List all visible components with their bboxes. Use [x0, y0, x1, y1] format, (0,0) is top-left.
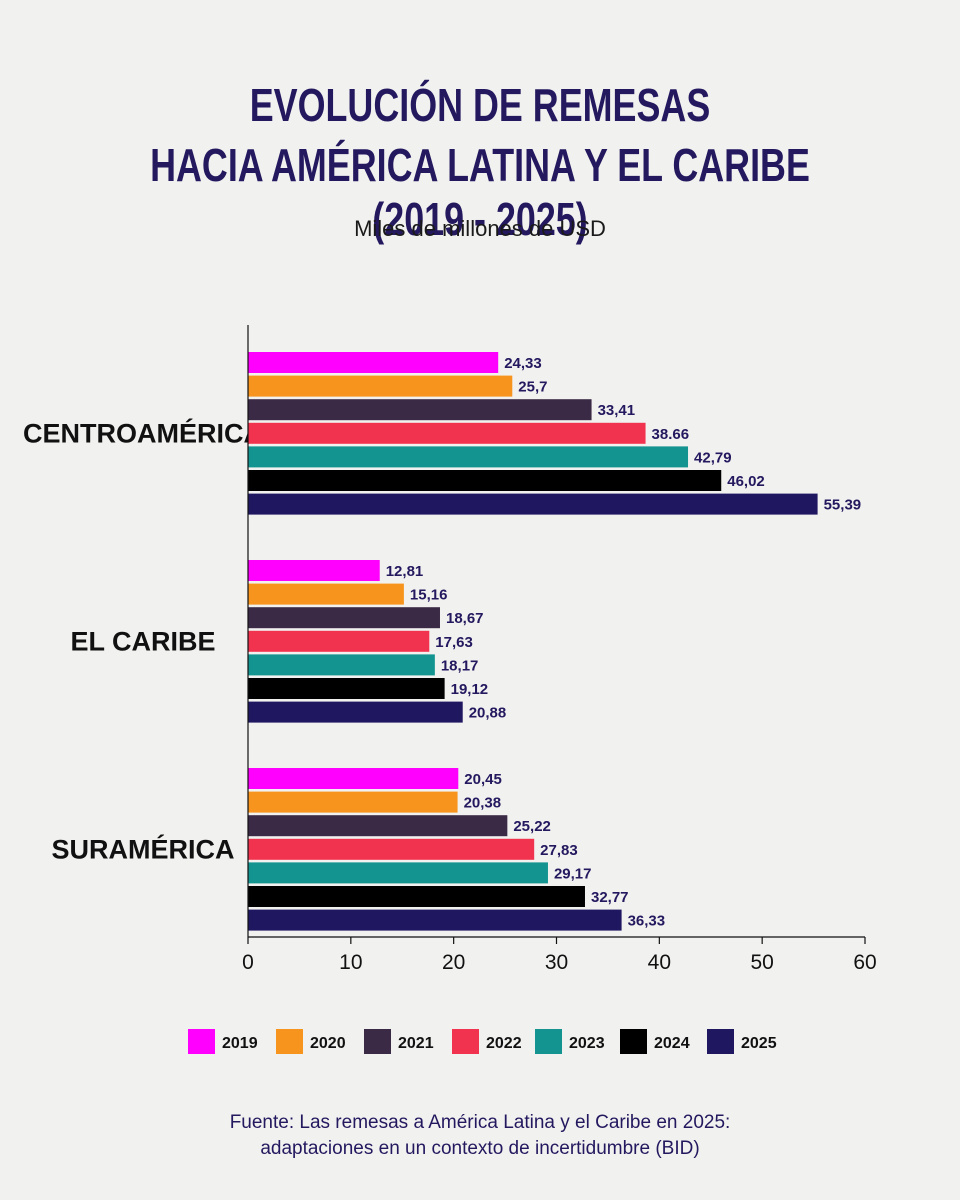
bar	[248, 583, 404, 605]
data-label: 25,22	[513, 818, 551, 835]
data-label: 33,41	[598, 402, 636, 419]
chart-subtitle: Miles de millones de USD	[354, 216, 606, 241]
bar	[248, 654, 435, 676]
data-label: 20,38	[464, 795, 502, 812]
chart-title-line-1: EVOLUCIÓN DE REMESAS	[249, 79, 711, 131]
x-tick-label: 30	[545, 951, 568, 974]
data-label: 36,33	[628, 913, 666, 930]
axes: 0 10 20 30 40 50 60	[242, 325, 877, 974]
x-tick-label: 10	[339, 951, 362, 974]
data-label: 55,39	[824, 497, 862, 514]
category-label: EL CARIBE	[70, 626, 215, 656]
bar-chart: CENTROAMÉRICA EL CARIBE SURAMÉRICA 24,33 25…	[23, 325, 877, 1054]
bar	[248, 701, 463, 723]
source-note: Fuente: Las remesas a América Latina y e…	[0, 1110, 960, 1162]
bar	[248, 791, 458, 813]
data-label: 42,79	[694, 449, 732, 466]
bar	[248, 630, 430, 652]
legend: 2019 2020 2021 2022 2023 2024 2025	[188, 1029, 777, 1054]
legend-label: 2019	[222, 1035, 258, 1052]
data-label: 20,45	[464, 771, 502, 788]
x-tick-label: 60	[853, 951, 876, 974]
data-label: 18,67	[446, 610, 484, 627]
legend-swatch	[620, 1029, 647, 1054]
x-tick-label: 40	[648, 951, 671, 974]
bar	[248, 493, 818, 515]
bar	[248, 375, 513, 397]
data-label: 20,88	[469, 705, 507, 722]
legend-label: 2023	[569, 1035, 605, 1052]
x-tick-label: 20	[442, 951, 465, 974]
bar	[248, 446, 689, 468]
legend-label: 2025	[741, 1035, 777, 1052]
legend-swatch	[276, 1029, 303, 1054]
data-label: 17,63	[435, 634, 473, 651]
bar	[248, 909, 622, 931]
bar	[248, 399, 592, 421]
bar	[248, 768, 459, 789]
data-label: 32,77	[591, 889, 629, 906]
legend-swatch	[452, 1029, 479, 1054]
bar	[248, 607, 440, 629]
data-label: 24,33	[504, 355, 542, 372]
legend-label: 2021	[398, 1035, 434, 1052]
legend-label: 2022	[486, 1035, 522, 1052]
bar	[248, 838, 535, 860]
bar	[248, 470, 722, 491]
source-line-2: adaptaciones en un contexto de incertidu…	[260, 1138, 700, 1159]
data-label: 19,12	[451, 681, 489, 698]
x-tick-label: 50	[750, 951, 773, 974]
category-labels: CENTROAMÉRICA EL CARIBE SURAMÉRICA	[23, 417, 263, 864]
category-label: SURAMÉRICA	[51, 833, 234, 864]
bar	[248, 352, 499, 373]
data-label: 27,83	[540, 842, 578, 859]
bar	[248, 815, 508, 837]
data-label: 38.66	[652, 426, 690, 443]
chart-title-line-2: HACIA AMÉRICA LATINA Y EL CARIBE (2019 -…	[150, 139, 810, 245]
bar	[248, 886, 585, 907]
data-label: 29,17	[554, 865, 592, 882]
legend-label: 2020	[310, 1035, 346, 1052]
data-label: 12,81	[386, 563, 424, 580]
bar	[248, 678, 445, 699]
bar	[248, 560, 380, 581]
legend-swatch	[707, 1029, 734, 1054]
category-label: CENTROAMÉRICA	[23, 417, 263, 448]
legend-label: 2024	[654, 1035, 690, 1052]
data-label: 18,17	[441, 657, 479, 674]
legend-swatch	[535, 1029, 562, 1054]
legend-swatch	[364, 1029, 391, 1054]
data-label: 46,02	[727, 473, 765, 490]
x-tick-label: 0	[242, 951, 254, 974]
bar	[248, 862, 548, 884]
source-line-1: Fuente: Las remesas a América Latina y e…	[229, 1112, 731, 1133]
data-label: 15,16	[410, 587, 448, 604]
data-label: 25,7	[518, 379, 547, 396]
bar	[248, 422, 646, 444]
legend-swatch	[188, 1029, 215, 1054]
